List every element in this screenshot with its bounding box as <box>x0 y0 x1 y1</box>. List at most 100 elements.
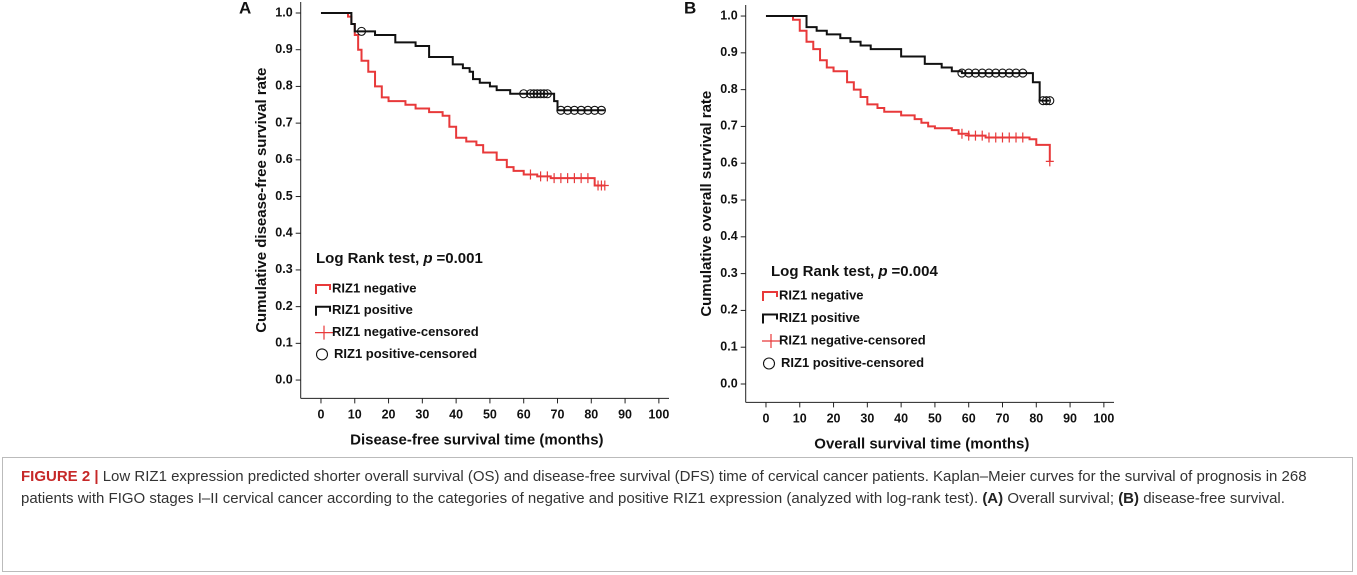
censor-mark <box>970 68 981 78</box>
censor-mark <box>550 173 559 184</box>
censor-mark <box>576 105 586 115</box>
censor-mark <box>596 105 606 115</box>
x-tick-label: 20 <box>827 412 841 426</box>
censor-mark <box>1038 96 1048 106</box>
x-tick-label: 80 <box>584 408 598 422</box>
y-tick-label: 1.0 <box>275 5 292 19</box>
legend-label: RIZ1 positive-censored <box>781 355 924 370</box>
censor-mark <box>978 130 987 141</box>
censor-mark <box>556 173 565 184</box>
y-tick-label: 0.4 <box>275 226 292 240</box>
panel-letter: B <box>684 0 696 17</box>
annotation-part: =0.004 <box>892 263 939 280</box>
censor-mark <box>539 89 549 99</box>
caption-text: Low RIZ1 expression predicted shorter ov… <box>21 468 1307 507</box>
x-tick-label: 70 <box>996 412 1010 426</box>
y-tick-label: 0.0 <box>275 372 292 386</box>
censor-mark <box>526 169 535 180</box>
censor-mark <box>1011 68 1021 78</box>
censor-mark <box>563 105 573 115</box>
censor-mark <box>997 68 1008 78</box>
panel-b-text: disease-free survival. <box>1143 490 1285 507</box>
legend-label: RIZ1 positive-censored <box>334 346 477 361</box>
survival-curve <box>320 12 605 187</box>
survival-curve <box>320 12 605 112</box>
legend-label: RIZ1 negative <box>332 280 417 295</box>
censor-mark <box>525 89 536 99</box>
censor-mark <box>563 173 572 184</box>
log-rank-annotation: Log Rank test, p =0.001 <box>316 250 483 267</box>
censor-mark <box>971 130 980 141</box>
legend-swatch <box>315 305 331 316</box>
x-tick-label: 30 <box>415 408 429 422</box>
x-tick-label: 10 <box>348 408 362 422</box>
y-axis-label: Cumulative disease-free survival rate <box>253 68 270 333</box>
legend-label: RIZ1 positive <box>779 310 860 325</box>
log-rank-annotation: Log Rank test, p =0.004 <box>771 263 938 280</box>
legend-label: RIZ1 negative-censored <box>332 324 479 339</box>
censor-mark <box>583 173 592 184</box>
censor-mark <box>984 68 994 78</box>
x-tick-label: 90 <box>1063 412 1077 426</box>
censor-mark <box>991 132 1000 143</box>
survival-curve <box>765 15 1051 162</box>
y-tick-label: 0.7 <box>275 115 292 129</box>
censor-mark <box>542 89 552 99</box>
censor-mark <box>600 180 609 191</box>
x-tick-label: 80 <box>1029 412 1043 426</box>
annotation-part: Log Rank test, <box>316 250 419 267</box>
y-tick-label: 0.8 <box>720 82 737 96</box>
x-axis-label: Overall survival time (months) <box>814 435 1029 452</box>
x-tick-label: 100 <box>648 408 669 422</box>
legend-label: RIZ1 negative <box>779 287 864 302</box>
censor-mark <box>543 171 552 182</box>
caption: FIGURE 2 | Low RIZ1 expression predicted… <box>2 457 1353 572</box>
censor-mark <box>583 105 593 115</box>
censor-mark <box>1004 68 1014 78</box>
censor-mark <box>356 26 367 36</box>
x-tick-label: 70 <box>551 408 565 422</box>
censor-mark <box>1012 132 1021 143</box>
x-tick-label: 40 <box>449 408 463 422</box>
legend-swatch <box>762 313 778 324</box>
censor-mark <box>577 173 586 184</box>
annotation-part: p <box>422 250 432 267</box>
censor-mark <box>964 130 973 141</box>
y-tick-label: 0.8 <box>275 79 292 93</box>
x-tick-label: 10 <box>793 412 807 426</box>
y-tick-label: 1.0 <box>720 8 737 22</box>
censor-mark <box>532 89 542 99</box>
y-tick-label: 0.5 <box>275 189 292 203</box>
y-tick-label: 0.0 <box>720 376 737 390</box>
x-tick-label: 60 <box>962 412 976 426</box>
x-tick-label: 0 <box>317 408 324 422</box>
legend-swatch <box>762 291 778 301</box>
censor-mark <box>569 105 579 115</box>
censor-mark <box>590 105 600 115</box>
legend-swatch <box>315 325 333 340</box>
figure: A 0.0 0.1 0.2 0.3 0.4 0.5 0.6 0.7 0.8 0.9 1.0 0 10 20 3… <box>239 0 1114 452</box>
y-tick-label: 0.3 <box>275 262 292 276</box>
censor-mark <box>1045 96 1055 106</box>
y-tick-label: 0.2 <box>720 303 737 317</box>
figure-label: FIGURE 2 | <box>21 468 99 485</box>
censor-mark <box>519 89 529 99</box>
censor-mark <box>1018 132 1027 143</box>
y-tick-label: 0.6 <box>720 156 737 170</box>
panel-letter: A <box>239 0 251 17</box>
y-tick-label: 0.3 <box>720 266 737 280</box>
y-tick-label: 0.6 <box>275 152 292 166</box>
x-tick-label: 50 <box>483 408 497 422</box>
y-tick-label: 0.1 <box>275 336 292 350</box>
y-tick-label: 0.7 <box>720 119 737 133</box>
y-tick-label: 0.4 <box>720 229 737 243</box>
censor-mark <box>536 171 545 182</box>
x-tick-label: 0 <box>762 412 769 426</box>
legend-swatch <box>762 357 776 370</box>
censor-mark <box>1045 156 1054 167</box>
censor-mark <box>991 68 1001 78</box>
y-tick-label: 0.5 <box>720 192 737 206</box>
x-tick-label: 30 <box>860 412 874 426</box>
panel-a-text: Overall survival; <box>1007 490 1115 507</box>
